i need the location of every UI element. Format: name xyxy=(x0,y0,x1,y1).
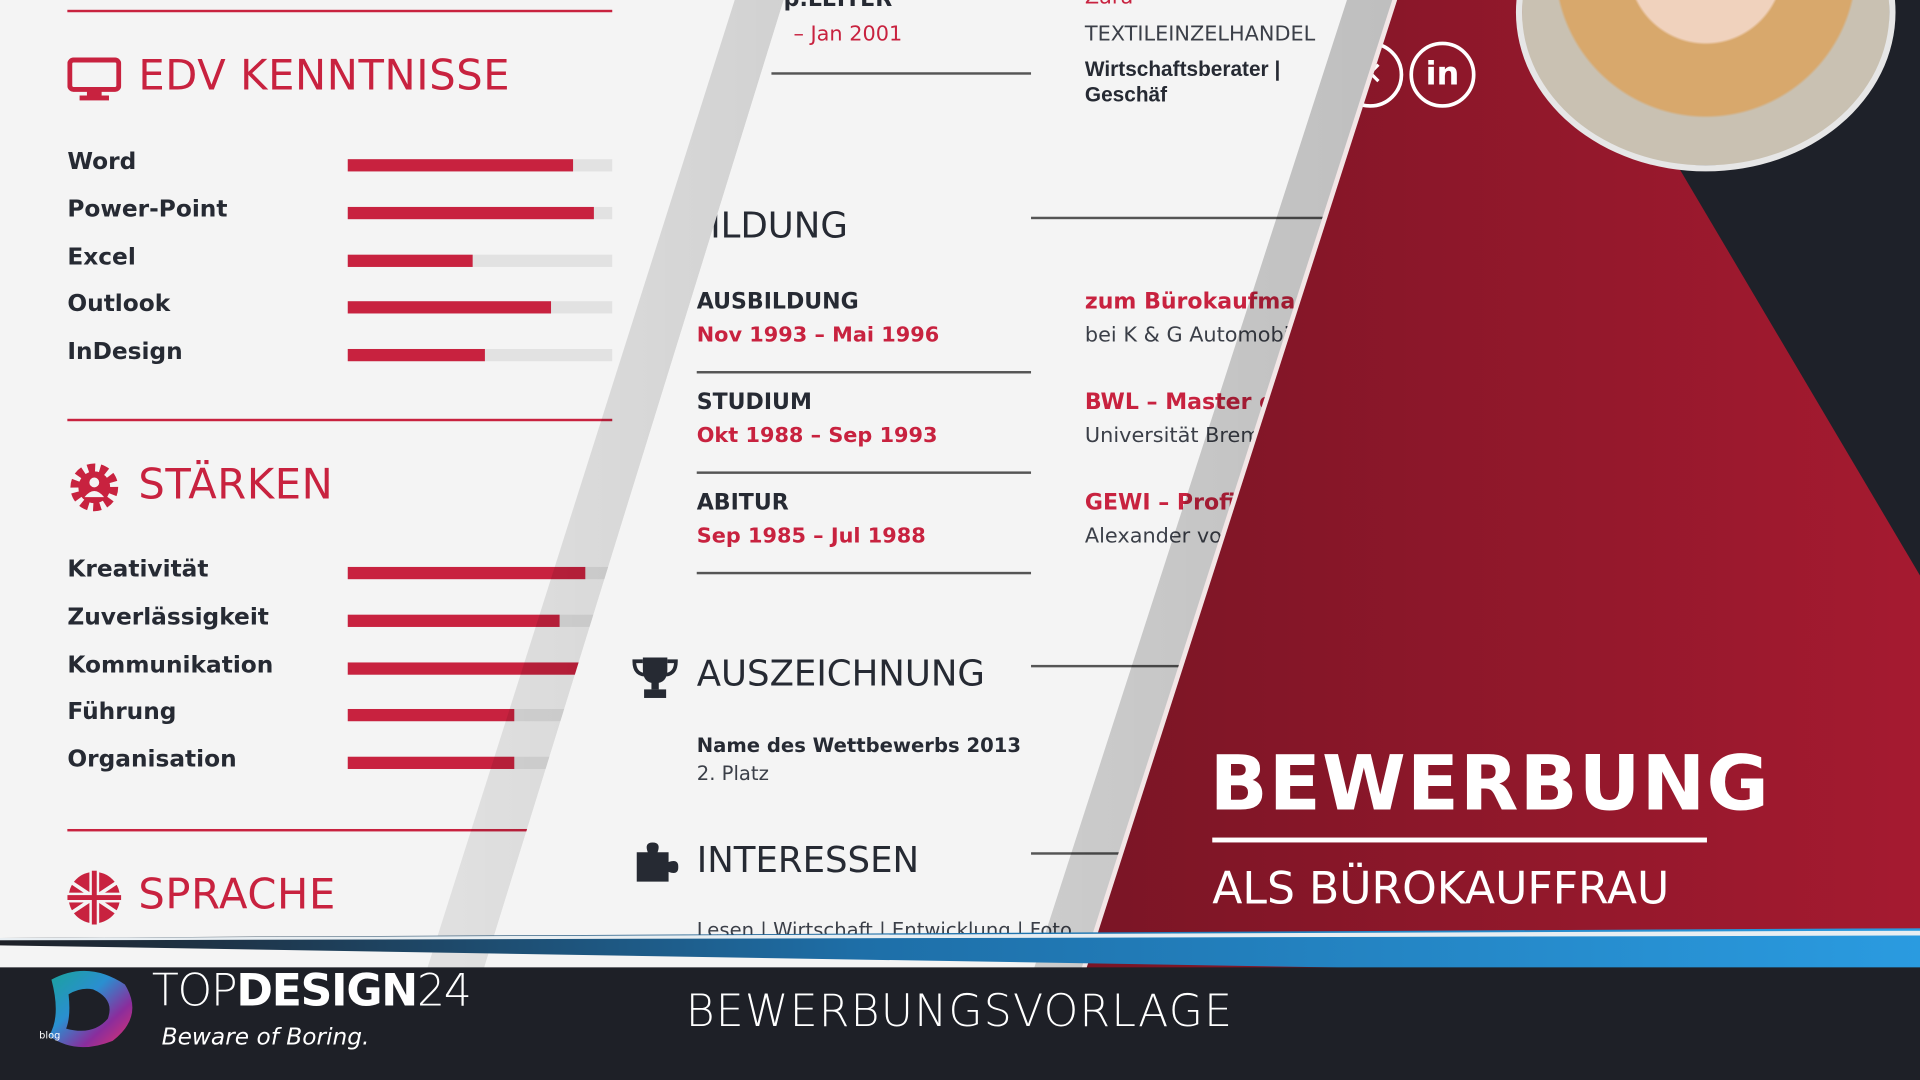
divider xyxy=(67,418,613,422)
divider xyxy=(1031,664,1276,668)
brand-tagline: Beware of Boring. xyxy=(162,1024,370,1051)
skill-bar-fill xyxy=(347,349,486,362)
job-sector: TEXTILEINZELHANDEL xyxy=(1084,22,1316,47)
divider xyxy=(696,471,1032,474)
skill-label: InDesign xyxy=(67,338,183,366)
education-title: STUDIUM xyxy=(696,389,812,416)
skill-label: Zuverlässigkeit xyxy=(67,603,269,631)
sprache-title: SPRACHE xyxy=(138,870,336,920)
skill-label: Führung xyxy=(67,698,177,726)
skill-bar xyxy=(347,566,613,580)
staerken-title: STÄRKEN xyxy=(138,460,334,510)
job-date: – Jan 2001 xyxy=(793,22,903,47)
brand-num: 24 xyxy=(416,966,472,1017)
divider xyxy=(1031,216,1350,220)
education-date: Sep 1985 – Jul 1988 xyxy=(696,524,926,549)
skill-bar-fill xyxy=(347,614,560,627)
tagline-b: Boring. xyxy=(286,1023,370,1051)
education-place: Alexander vor xyxy=(1084,524,1231,549)
brand-top: TOP xyxy=(151,966,238,1017)
puzzle-icon xyxy=(636,842,679,882)
topdesign-logo-icon: blog xyxy=(39,970,133,1048)
divider xyxy=(67,828,613,832)
tagline-a: Beware of xyxy=(161,1023,287,1051)
job-role: Wirtschaftsberater | Geschäf xyxy=(1084,57,1281,107)
skill-bar xyxy=(347,206,613,219)
skill-bar xyxy=(347,301,613,314)
cover-title: BEWERBUNG xyxy=(1209,738,1770,828)
skill-label: Power-Point xyxy=(67,195,228,223)
skill-bar xyxy=(347,349,613,362)
divider xyxy=(771,72,1032,75)
skill-bar-fill xyxy=(347,159,573,172)
brand-name: TOPDESIGN24 xyxy=(151,966,472,1017)
education-degree: zum Bürokaufmann xyxy=(1084,288,1327,315)
divider xyxy=(1031,852,1154,855)
skill-bar-fill xyxy=(347,661,581,675)
bottom-banner: blog TOPDESIGN24 Beware of Boring. BEWER… xyxy=(0,967,1920,1080)
job-title: p.LEITER xyxy=(784,0,893,12)
job-company: Zara xyxy=(1085,0,1133,10)
skill-bar-fill xyxy=(347,756,515,770)
skill-bar xyxy=(347,254,613,267)
education-date: Okt 1988 – Sep 1993 xyxy=(696,423,938,449)
skill-label: Kommunikation xyxy=(67,650,274,678)
uk-flag-icon xyxy=(67,870,122,925)
banner-caption: BEWERBUNGSVORLAGE xyxy=(685,986,1234,1038)
education-title: ABITUR xyxy=(696,489,789,516)
education-degree: GEWI – Profi xyxy=(1084,489,1236,516)
divider xyxy=(696,371,1032,374)
cover-subtitle: ALS BÜROKAUFFRAU xyxy=(1212,864,1670,915)
skill-bar xyxy=(347,709,613,722)
skill-label: Organisation xyxy=(67,745,237,773)
education-degree: BWL – Master o xyxy=(1084,389,1275,416)
skill-bar xyxy=(347,159,613,172)
skill-label: Outlook xyxy=(67,290,171,318)
skill-bar-fill xyxy=(347,254,473,267)
award-place: 2. Platz xyxy=(696,761,769,785)
linkedin-icon[interactable]: in xyxy=(1409,41,1476,108)
skill-bar-fill xyxy=(347,301,552,314)
linkedin-label: in xyxy=(1425,56,1460,94)
education-place: Universität Brem xyxy=(1084,423,1261,449)
skill-bar xyxy=(347,756,613,770)
education-place: bei K & G Automobili xyxy=(1084,323,1302,348)
trophy-icon xyxy=(632,657,678,698)
brand-design: DESIGN xyxy=(236,966,418,1017)
education-title: AUSBILDUNG xyxy=(696,288,859,315)
bildung-title: ILDUNG xyxy=(710,204,848,247)
edv-title: EDV KENNTNISSE xyxy=(138,51,511,101)
skill-label: Kreativität xyxy=(67,555,209,583)
monitor-icon xyxy=(67,57,122,101)
divider xyxy=(696,571,1032,575)
interessen-title: INTERESSEN xyxy=(696,838,920,881)
gear-person-icon xyxy=(70,463,119,512)
divider xyxy=(67,9,613,13)
cover-rule xyxy=(1212,837,1707,843)
skill-label: Word xyxy=(67,148,137,176)
skill-bar-fill xyxy=(347,566,586,580)
skill-bar-fill xyxy=(347,709,515,722)
banner-stripe-highlight xyxy=(0,930,1920,941)
logo-blog: blog xyxy=(39,1030,60,1041)
skill-label: Excel xyxy=(67,243,136,271)
skill-bar xyxy=(347,661,613,675)
auszeichnung-title: AUSZEICHNUNG xyxy=(696,652,985,695)
skill-bar xyxy=(347,614,613,627)
education-date: Nov 1993 – Mai 1996 xyxy=(696,323,940,348)
skill-bar-fill xyxy=(347,206,594,219)
award-name: Name des Wettbewerbs 2013 xyxy=(696,733,1022,757)
